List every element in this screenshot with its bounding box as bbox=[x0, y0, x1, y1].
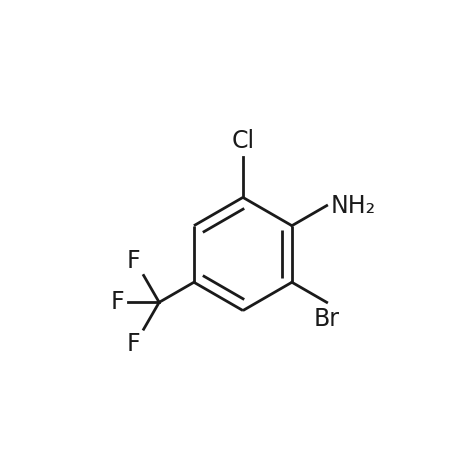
Text: F: F bbox=[127, 248, 141, 273]
Text: F: F bbox=[110, 291, 124, 314]
Text: Br: Br bbox=[314, 307, 340, 331]
Text: F: F bbox=[127, 332, 141, 356]
Text: Cl: Cl bbox=[231, 129, 255, 153]
Text: NH₂: NH₂ bbox=[331, 193, 376, 218]
